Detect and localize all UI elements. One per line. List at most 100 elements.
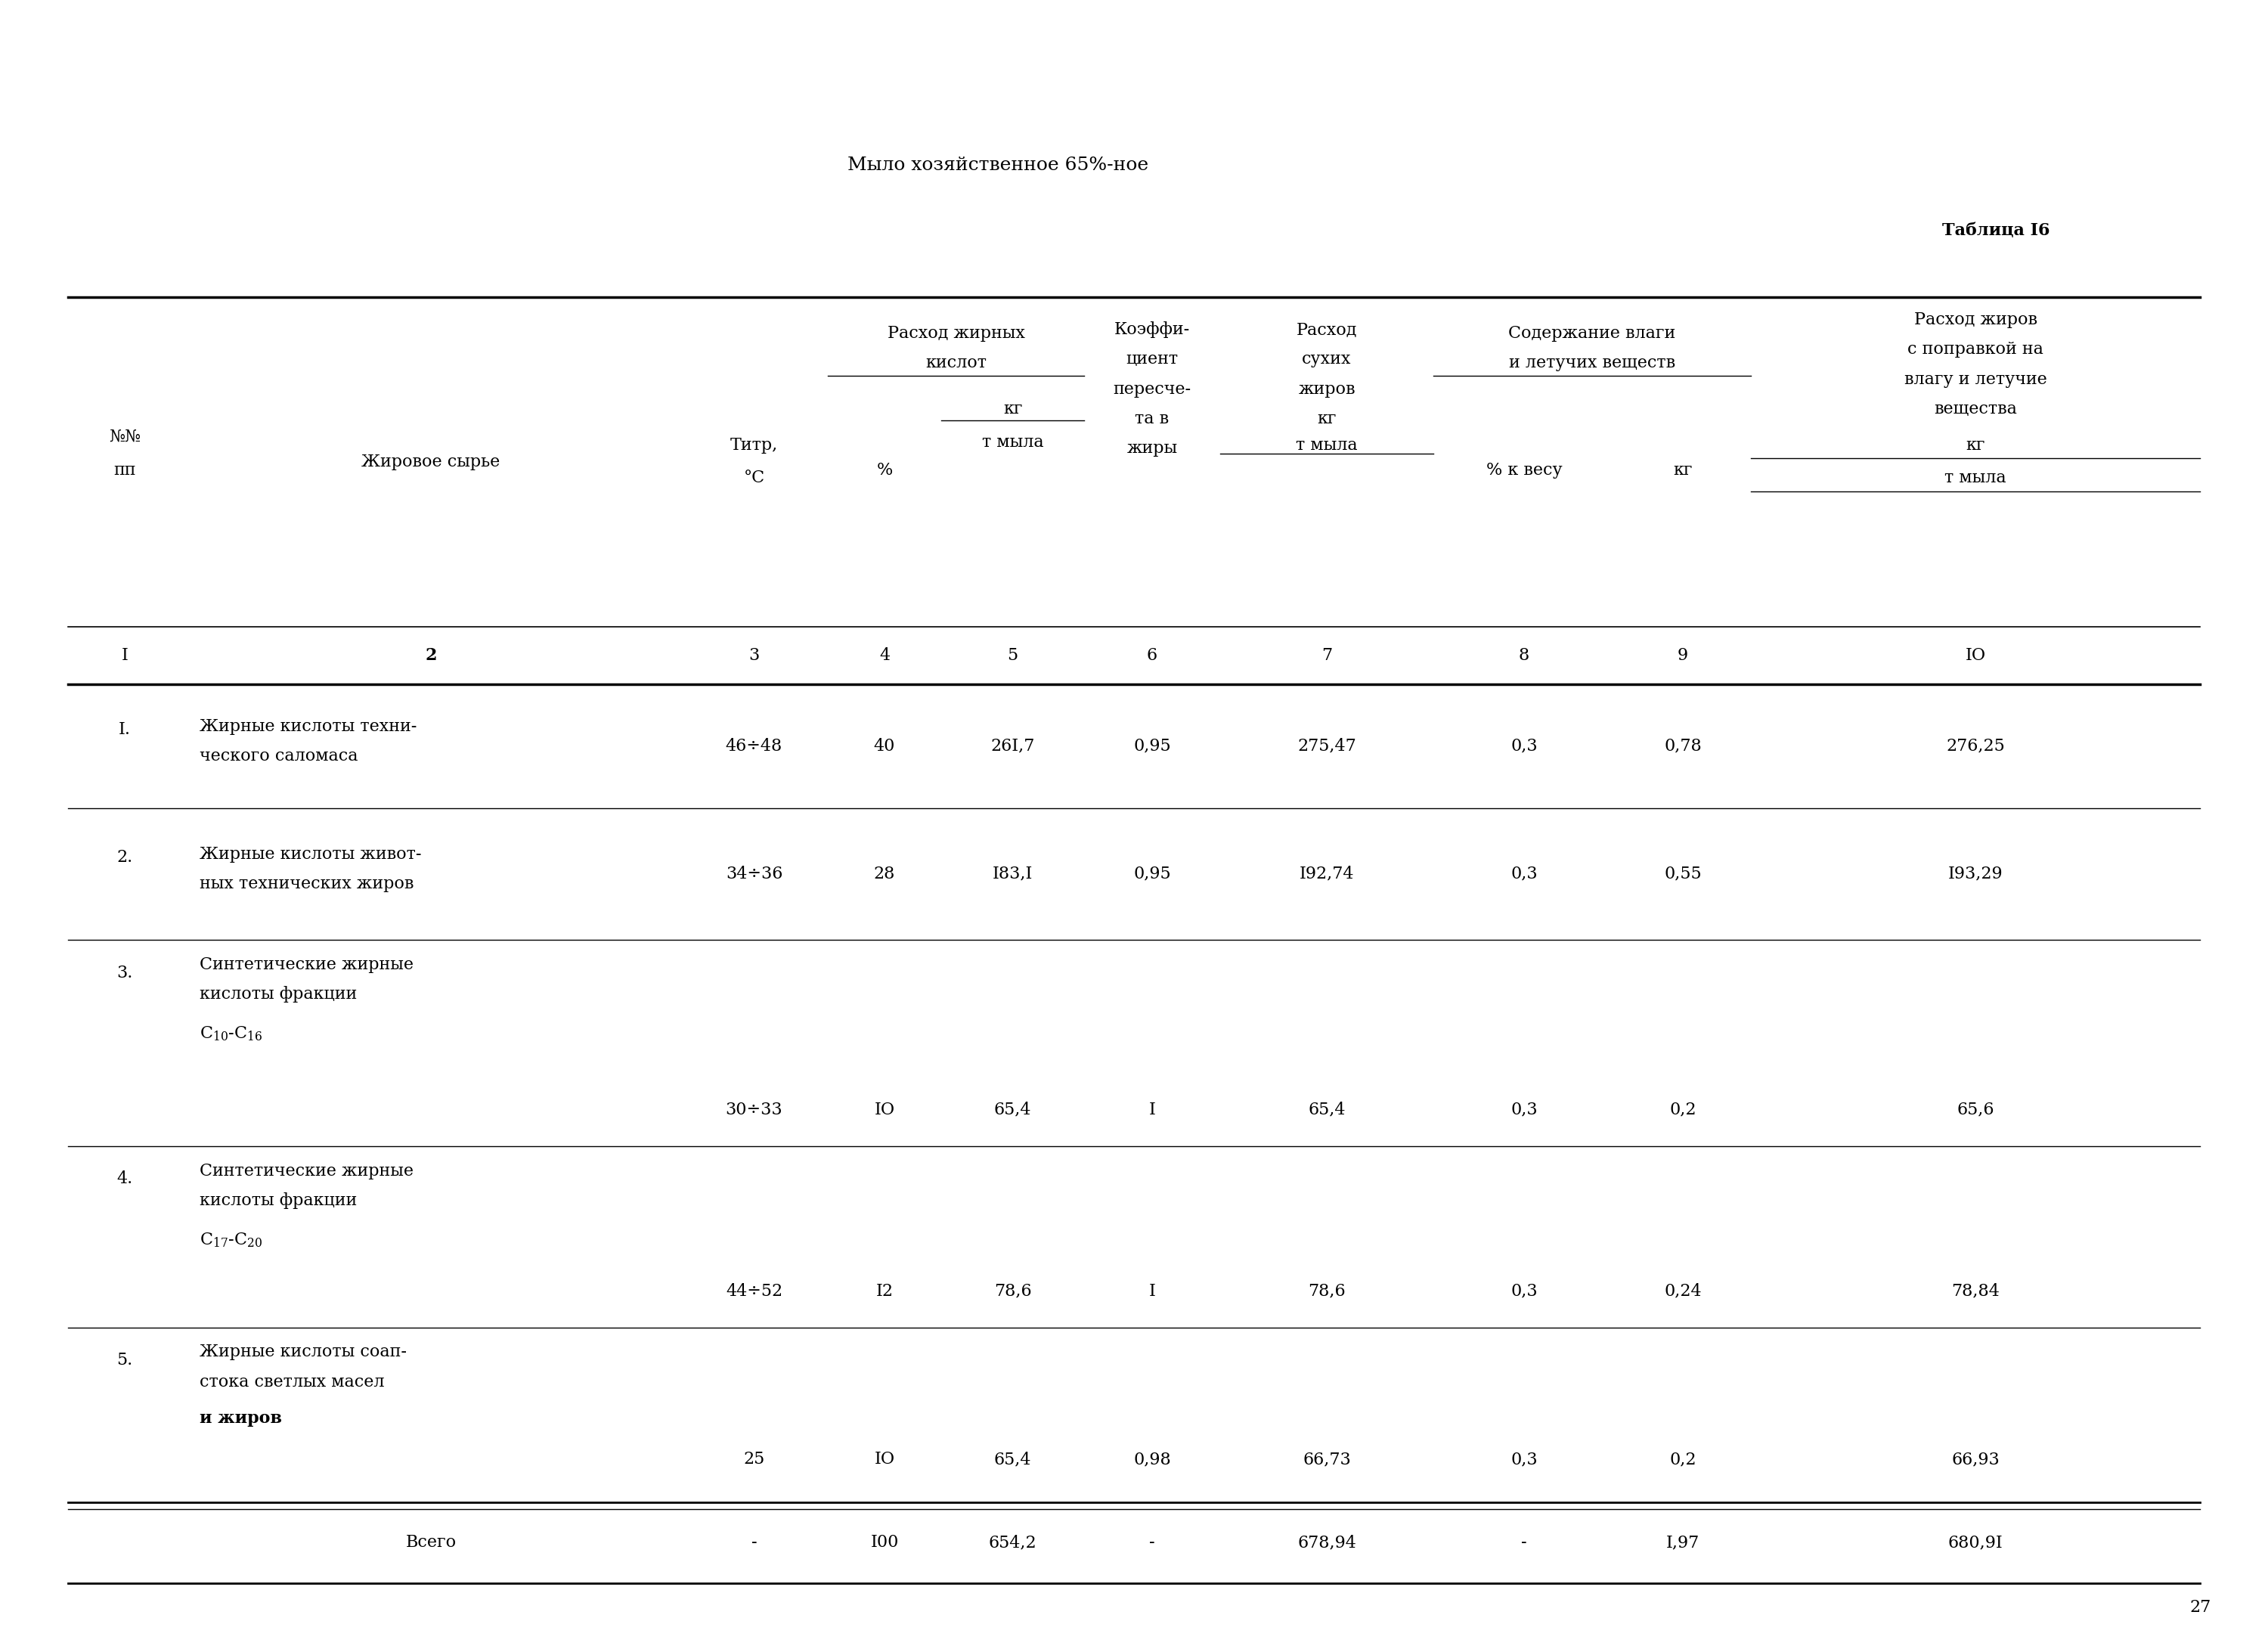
Text: Содержание влаги: Содержание влаги: [1508, 325, 1676, 341]
Text: 0,95: 0,95: [1134, 737, 1170, 755]
Text: стока светлых масел: стока светлых масел: [200, 1374, 383, 1390]
Text: I83,I: I83,I: [993, 866, 1032, 882]
Text: 40: 40: [873, 737, 896, 755]
Text: 2.: 2.: [116, 849, 134, 866]
Text: 0,55: 0,55: [1665, 866, 1701, 882]
Text: 0,98: 0,98: [1134, 1451, 1170, 1468]
Text: IO: IO: [873, 1451, 896, 1468]
Text: 0,3: 0,3: [1510, 737, 1538, 755]
Text: 678,94: 678,94: [1297, 1534, 1356, 1552]
Text: Синтетические жирные: Синтетические жирные: [200, 1163, 413, 1179]
Text: 0,3: 0,3: [1510, 1451, 1538, 1468]
Text: 9: 9: [1678, 646, 1687, 665]
Text: 65,4: 65,4: [993, 1451, 1032, 1468]
Text: 0,2: 0,2: [1669, 1451, 1696, 1468]
Text: 0,3: 0,3: [1510, 866, 1538, 882]
Text: 0,95: 0,95: [1134, 866, 1170, 882]
Text: 0,24: 0,24: [1665, 1283, 1701, 1299]
Text: -: -: [1150, 1534, 1154, 1552]
Text: ных технических жиров: ных технических жиров: [200, 876, 413, 892]
Text: 0,2: 0,2: [1669, 1102, 1696, 1118]
Text: циент: циент: [1125, 351, 1179, 368]
Text: и летучих веществ: и летучих веществ: [1508, 355, 1676, 371]
Text: 78,6: 78,6: [1309, 1283, 1345, 1299]
Text: жиров: жиров: [1297, 381, 1356, 397]
Text: I92,74: I92,74: [1300, 866, 1354, 882]
Text: 6: 6: [1148, 646, 1157, 665]
Text: °С: °С: [744, 470, 764, 486]
Text: кислот: кислот: [925, 355, 987, 371]
Text: 25: 25: [744, 1451, 764, 1468]
Text: 5.: 5.: [116, 1352, 134, 1369]
Text: 4: 4: [880, 646, 889, 665]
Text: 0,3: 0,3: [1510, 1102, 1538, 1118]
Text: кг: кг: [1966, 437, 1984, 453]
Text: та в: та в: [1134, 411, 1170, 427]
Text: Таблица I6: Таблица I6: [1941, 223, 2050, 239]
Text: Жирные кислоты техни-: Жирные кислоты техни-: [200, 717, 417, 735]
Text: сухих: сухих: [1302, 351, 1352, 368]
Text: -: -: [1522, 1534, 1526, 1552]
Text: 3: 3: [748, 646, 760, 665]
Text: Расход жиров: Расход жиров: [1914, 312, 2037, 328]
Text: Синтетические жирные: Синтетические жирные: [200, 956, 413, 973]
Text: пп: пп: [113, 462, 136, 478]
Text: IO: IO: [1964, 646, 1987, 665]
Text: 34÷36: 34÷36: [726, 866, 782, 882]
Text: % к весу: % к весу: [1486, 462, 1563, 478]
Text: 7: 7: [1322, 646, 1331, 665]
Text: I00: I00: [871, 1534, 898, 1552]
Text: C$_{\mathregular{10}}$-C$_{\mathregular{16}}$: C$_{\mathregular{10}}$-C$_{\mathregular{…: [200, 1026, 263, 1042]
Text: влагу и летучие: влагу и летучие: [1905, 371, 2046, 388]
Text: т мыла: т мыла: [1944, 470, 2007, 486]
Text: 78,84: 78,84: [1950, 1283, 2000, 1299]
Text: вещества: вещества: [1935, 401, 2016, 417]
Text: 276,25: 276,25: [1946, 737, 2005, 755]
Text: Жирные кислоты живот-: Жирные кислоты живот-: [200, 846, 422, 862]
Text: 0,78: 0,78: [1665, 737, 1701, 755]
Text: 78,6: 78,6: [993, 1283, 1032, 1299]
Text: 66,73: 66,73: [1302, 1451, 1352, 1468]
Text: Жирные кислоты соап-: Жирные кислоты соап-: [200, 1344, 406, 1360]
Text: 26I,7: 26I,7: [991, 737, 1034, 755]
Text: 27: 27: [2191, 1600, 2211, 1616]
Text: 0,3: 0,3: [1510, 1283, 1538, 1299]
Text: I.: I.: [118, 721, 132, 739]
Text: 65,4: 65,4: [1309, 1102, 1345, 1118]
Text: 3.: 3.: [116, 965, 134, 981]
Text: и жиров: и жиров: [200, 1410, 281, 1426]
Text: 30÷33: 30÷33: [726, 1102, 782, 1118]
Text: Коэффи-: Коэффи-: [1114, 322, 1191, 338]
Text: с поправкой на: с поправкой на: [1907, 341, 2043, 358]
Text: I: I: [1150, 1283, 1154, 1299]
Text: I: I: [122, 646, 127, 665]
Text: 46÷48: 46÷48: [726, 737, 782, 755]
Text: IO: IO: [873, 1102, 896, 1118]
Text: I2: I2: [875, 1283, 894, 1299]
Text: 654,2: 654,2: [989, 1534, 1036, 1552]
Text: 66,93: 66,93: [1950, 1451, 2000, 1468]
Text: кг: кг: [1674, 462, 1692, 478]
Text: кг: кг: [1318, 411, 1336, 427]
Text: Мыло хозяйственное 65%-ное: Мыло хозяйственное 65%-ное: [848, 157, 1148, 173]
Text: -: -: [751, 1534, 758, 1552]
Text: 8: 8: [1520, 646, 1529, 665]
Text: 65,4: 65,4: [993, 1102, 1032, 1118]
Text: %: %: [875, 462, 894, 478]
Text: 680,9I: 680,9I: [1948, 1534, 2003, 1552]
Text: Всего: Всего: [406, 1534, 456, 1552]
Text: C$_{\mathregular{17}}$-C$_{\mathregular{20}}$: C$_{\mathregular{17}}$-C$_{\mathregular{…: [200, 1232, 263, 1248]
Text: кг: кг: [1002, 401, 1023, 417]
Text: 65,6: 65,6: [1957, 1102, 1994, 1118]
Text: Жировое сырье: Жировое сырье: [361, 453, 501, 470]
Text: т мыла: т мыла: [982, 434, 1043, 450]
Text: I93,29: I93,29: [1948, 866, 2003, 882]
Text: Расход: Расход: [1297, 322, 1356, 338]
Text: 5: 5: [1007, 646, 1018, 665]
Text: I,97: I,97: [1667, 1534, 1699, 1552]
Text: т мыла: т мыла: [1295, 437, 1359, 453]
Text: 275,47: 275,47: [1297, 737, 1356, 755]
Text: 28: 28: [873, 866, 896, 882]
Text: ческого саломаса: ческого саломаса: [200, 747, 358, 765]
Text: кислоты фракции: кислоты фракции: [200, 1192, 356, 1209]
